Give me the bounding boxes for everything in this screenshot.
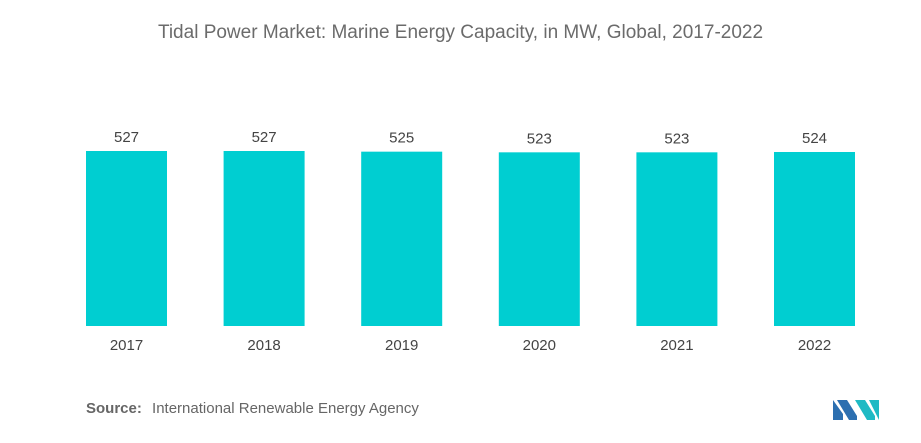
data-labels-group: 527 527 525 523 523 524 [114, 129, 827, 147]
bar-2019 [361, 151, 443, 326]
brand-logo-icon [833, 400, 879, 420]
x-tick-label-2018: 2018 [247, 337, 280, 354]
bar-2022 [774, 151, 855, 326]
data-label-2020: 523 [527, 130, 552, 147]
x-axis-tick-labels: 2017 2018 2019 2020 2021 2022 [110, 337, 831, 354]
source-text: International Renewable Energy Agency [152, 400, 419, 417]
x-tick-label-2022: 2022 [798, 337, 831, 354]
bar-2020 [498, 152, 580, 326]
x-tick-label-2021: 2021 [660, 337, 693, 354]
data-label-2019: 525 [389, 130, 414, 147]
bars-group [86, 151, 855, 326]
x-tick-label-2019: 2019 [385, 337, 418, 354]
data-label-2018: 527 [252, 129, 277, 146]
data-label-2021: 523 [664, 130, 689, 147]
x-tick-label-2017: 2017 [110, 337, 143, 354]
data-label-2022: 524 [802, 130, 827, 147]
bar-2017 [86, 151, 167, 326]
bar-2021 [636, 152, 718, 326]
bar-2018 [223, 151, 305, 326]
data-label-2017: 527 [114, 129, 139, 146]
source-note: Source: International Renewable Energy A… [86, 400, 419, 417]
source-label: Source: [86, 400, 142, 417]
x-tick-label-2020: 2020 [523, 337, 556, 354]
chart-title: Tidal Power Market: Marine Energy Capaci… [157, 22, 764, 43]
